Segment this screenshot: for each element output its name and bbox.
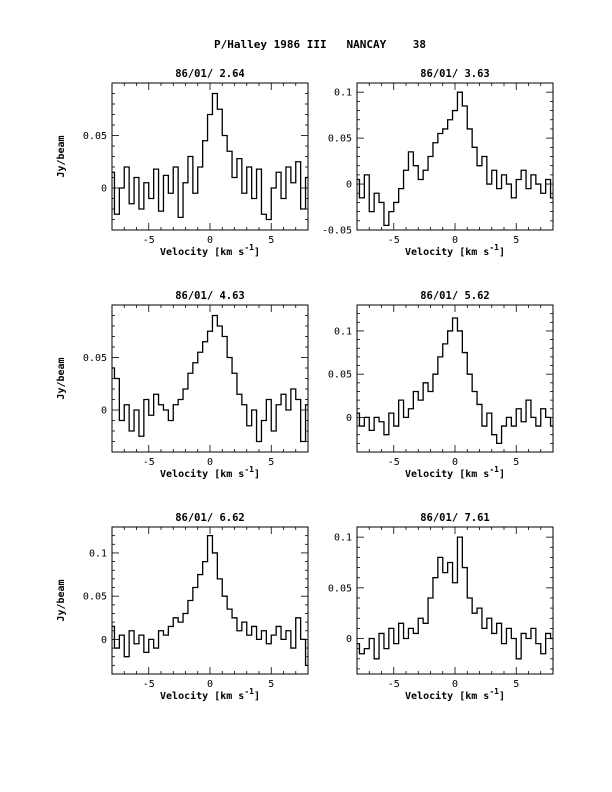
x-tick-label: -5	[388, 679, 400, 690]
panel-title: 86/01/ 3.63	[420, 68, 490, 80]
y-tick-label: 0	[346, 413, 352, 424]
x-tick-label: -5	[388, 457, 400, 468]
x-axis-label: Velocity [km s-1]	[405, 465, 505, 480]
spectrum-panel: 86/01/ 4.63 -5 0 5 0 0.05 Velocity [km s-1] Jy/…	[56, 290, 309, 480]
x-tick-label: 5	[268, 679, 274, 690]
x-tick-label: 5	[513, 457, 519, 468]
spectrum-panel: 86/01/ 7.61 -5 0 5 0 0.05 0.1 Velocity [km s-1]	[328, 512, 554, 702]
x-tick-label: 0	[207, 235, 213, 246]
spectrum-trace	[357, 536, 553, 660]
x-axis-label: Velocity [km s-1]	[405, 243, 505, 258]
y-tick-label: 0.1	[89, 548, 107, 559]
plot-frame	[356, 526, 554, 675]
panel-title: 86/01/ 2.64	[175, 68, 245, 80]
x-tick-label: 5	[513, 235, 519, 246]
spectrum-panel: 86/01/ 3.63 -5 0 5 -0.05 0 0.05 0.1 Velocity [km…	[322, 68, 554, 258]
x-tick-label: 0	[452, 457, 458, 468]
y-axis-label: Jy/beam	[56, 135, 67, 177]
spectrum-trace	[112, 314, 308, 443]
y-tick-label: 0	[101, 184, 107, 195]
panel-grid: 86/01/ 2.64 -5 0 5 0 0.05 Velocity [km s-1] Jy/…	[56, 68, 554, 702]
y-tick-label: 0.05	[328, 134, 352, 145]
x-tick-label: 0	[452, 679, 458, 690]
x-tick-label: 5	[268, 235, 274, 246]
y-tick-label: 0.1	[334, 88, 352, 99]
y-tick-label: 0	[101, 635, 107, 646]
x-tick-label: 0	[452, 235, 458, 246]
plot-frame	[356, 304, 554, 453]
x-axis-label: Velocity [km s-1]	[160, 465, 260, 480]
spectrum-panel: 86/01/ 2.64 -5 0 5 0 0.05 Velocity [km s-1] Jy/…	[56, 68, 309, 258]
plot-frame	[111, 304, 309, 453]
plot-frame	[111, 82, 309, 231]
x-axis-label: Velocity [km s-1]	[405, 687, 505, 702]
y-axis-label: Jy/beam	[56, 357, 67, 399]
y-tick-label: 0.1	[334, 533, 352, 544]
y-tick-label: -0.05	[322, 226, 352, 237]
x-tick-label: -5	[143, 235, 155, 246]
y-tick-label: 0	[101, 406, 107, 417]
x-tick-label: -5	[143, 457, 155, 468]
x-axis-label: Velocity [km s-1]	[160, 243, 260, 258]
x-tick-label: 5	[513, 679, 519, 690]
y-tick-label: 0	[346, 634, 352, 645]
panel-title: 86/01/ 4.63	[175, 290, 245, 302]
y-tick-label: 0.05	[328, 583, 352, 594]
y-axis-label: Jy/beam	[56, 579, 67, 621]
x-tick-label: -5	[143, 679, 155, 690]
figure-title: P/Halley 1986 III NANCAY 38	[214, 38, 426, 51]
plot-frame	[111, 526, 309, 675]
spectrum-panel: 86/01/ 6.62 -5 0 5 0 0.05 0.1 Velocity [km s-1]…	[56, 512, 309, 702]
x-tick-label: 0	[207, 457, 213, 468]
plot-frame	[356, 82, 554, 231]
y-tick-label: 0.05	[83, 353, 107, 364]
spectrum-trace	[357, 317, 553, 444]
panel-title: 86/01/ 7.61	[420, 512, 490, 524]
y-tick-label: 0.05	[83, 592, 107, 603]
x-axis-label: Velocity [km s-1]	[160, 687, 260, 702]
x-tick-label: -5	[388, 235, 400, 246]
y-tick-label: 0.1	[334, 326, 352, 337]
y-tick-label: 0.05	[83, 131, 107, 142]
panel-title: 86/01/ 5.62	[420, 290, 490, 302]
y-tick-label: 0.05	[328, 370, 352, 381]
x-tick-label: 5	[268, 457, 274, 468]
spectrum-trace	[112, 92, 308, 221]
spectrum-trace	[112, 535, 308, 666]
x-tick-label: 0	[207, 679, 213, 690]
spectrum-trace	[357, 91, 553, 227]
spectrum-panel: 86/01/ 5.62 -5 0 5 0 0.05 0.1 Velocity [km s-1]	[328, 290, 554, 480]
panel-title: 86/01/ 6.62	[175, 512, 245, 524]
y-tick-label: 0	[346, 180, 352, 191]
